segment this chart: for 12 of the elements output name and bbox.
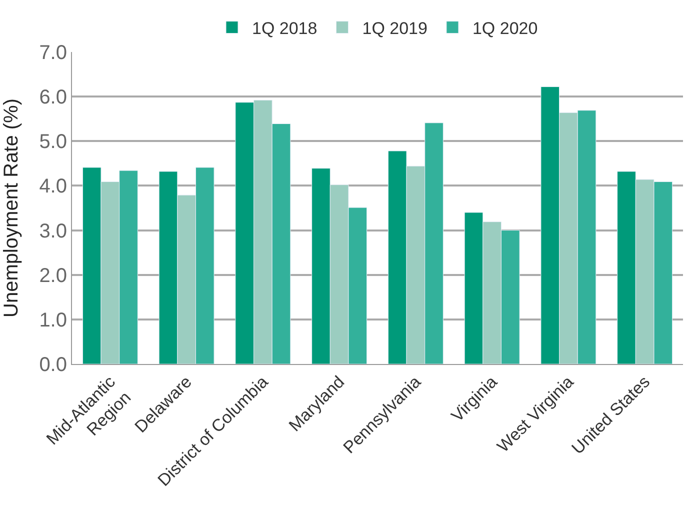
y-tick-label: 0.0 bbox=[39, 354, 67, 376]
legend-label: 1Q 2020 bbox=[472, 18, 538, 38]
y-tick-label: 6.0 bbox=[39, 86, 67, 109]
legend-label: 1Q 2018 bbox=[252, 18, 318, 38]
y-axis-title: Unemployment Rate (%) bbox=[0, 98, 23, 318]
y-tick-label: 2.0 bbox=[39, 264, 67, 287]
y-tick-label: 3.0 bbox=[39, 220, 67, 242]
y-tick-label: 7.0 bbox=[39, 42, 67, 64]
y-tick-label: 5.0 bbox=[39, 131, 67, 154]
y-tick-label: 4.0 bbox=[39, 176, 67, 198]
y-tick-label: 1.0 bbox=[39, 309, 67, 332]
legend-label: 1Q 2019 bbox=[362, 18, 428, 38]
